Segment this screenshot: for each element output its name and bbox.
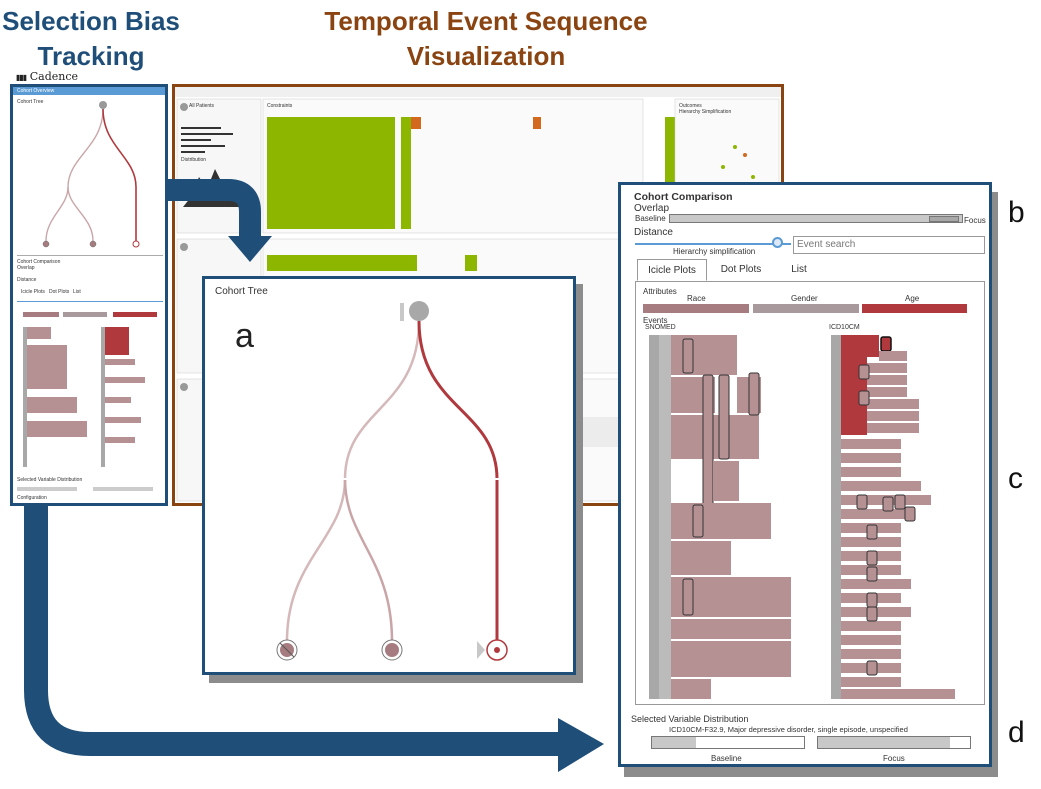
- baseline-distribution-fill: [652, 737, 697, 748]
- race-label: Race: [687, 294, 706, 303]
- focus-distribution-bar: [817, 736, 971, 749]
- icd10cm-icicle-plot: [831, 335, 955, 699]
- tab-icicle-plots[interactable]: Icicle Plots: [637, 259, 707, 281]
- hierarchy-label: Hierarchy simplification: [673, 247, 756, 256]
- thumb-tab-list[interactable]: List: [73, 289, 81, 295]
- distribution-label: Distribution: [181, 157, 207, 163]
- label-d: d: [1008, 716, 1025, 749]
- comparison-title: Cohort Comparison: [634, 191, 733, 203]
- baseline-distribution-bar: [651, 736, 805, 749]
- cohort-tree-title: Cohort Tree: [215, 286, 268, 297]
- bar-chart-icon: ▮▮▮: [16, 73, 27, 82]
- thumb-comparison-title: Cohort Comparison: [17, 259, 61, 265]
- root-node[interactable]: [409, 301, 429, 321]
- root-node-marker: [400, 303, 404, 321]
- tab-list[interactable]: List: [791, 264, 807, 275]
- constraints-title: Constraints: [267, 103, 293, 109]
- cadence-logo: ▮▮▮ Cadence: [16, 70, 78, 83]
- outcomes-title: Outcomes: [679, 103, 702, 109]
- baseline-caption: Baseline: [711, 754, 742, 763]
- thumb-configuration[interactable]: Configuration: [17, 495, 47, 501]
- snomed-label: SNOMED: [645, 324, 676, 331]
- cohort-overview-panel: Cohort Overview Cohort Tree Cohort Compa…: [10, 84, 168, 506]
- thumb-tree-title: Cohort Tree: [17, 99, 44, 105]
- distribution-variable: ICD10CM-F32.9, Major depressive disorder…: [669, 725, 908, 734]
- stats-title: All Patients: [189, 103, 215, 109]
- tree-branch-left: [285, 320, 421, 642]
- thumb-distribution-title: Selected Variable Distribution: [17, 477, 83, 483]
- snomed-icicle-plot: [649, 335, 791, 699]
- overlap-label: Overlap: [634, 203, 670, 214]
- event-search-input[interactable]: Event search: [793, 236, 985, 254]
- attributes-label: Attributes: [643, 287, 677, 296]
- tree-branch-right: [417, 320, 499, 641]
- thumbnail-graphics: [17, 101, 163, 491]
- selection-bias-heading: Selection Bias Tracking: [2, 6, 180, 71]
- temporal-heading: Temporal Event Sequence Visualization: [324, 6, 648, 71]
- thumb-tab-icicle[interactable]: Icicle Plots: [21, 289, 45, 295]
- focus-distribution-fill: [818, 737, 951, 748]
- cohort-tree-panel: Cohort Tree a: [202, 276, 576, 675]
- events-label: Events: [643, 316, 668, 325]
- overlap-focus-segment: [929, 216, 959, 222]
- age-label: Age: [905, 294, 920, 303]
- label-c: c: [1008, 462, 1023, 495]
- gender-label: Gender: [791, 294, 818, 303]
- cohort-tree-graph: [276, 301, 508, 661]
- cohort-comparison-panel: Cohort Comparison Overlap Baseline Focus…: [618, 182, 992, 767]
- label-b: b: [1008, 196, 1025, 229]
- attribute-bar-race[interactable]: [643, 304, 749, 313]
- baseline-label: Baseline: [635, 214, 666, 223]
- distance-slider-knob[interactable]: [772, 237, 783, 248]
- tree-branch-middle: [343, 478, 394, 642]
- hierarchy-label: Hierarchy Simplification: [679, 109, 732, 115]
- thumb-overlap: Overlap: [17, 265, 35, 271]
- attribute-bar-age[interactable]: [862, 304, 967, 313]
- distribution-title: Selected Variable Distribution: [631, 714, 749, 724]
- overlap-bar: [669, 214, 963, 223]
- logo-text: Cadence: [29, 70, 78, 83]
- focus-marker: [477, 641, 485, 659]
- focus-label: Focus: [964, 216, 986, 225]
- thumb-distance: Distance: [17, 277, 37, 283]
- thumb-tab-dot[interactable]: Dot Plots: [49, 289, 70, 295]
- icd10cm-label: ICD10CM: [829, 324, 860, 331]
- distance-label: Distance: [634, 227, 673, 238]
- tab-dot-plots[interactable]: Dot Plots: [720, 264, 762, 275]
- attribute-bar-gender[interactable]: [753, 304, 859, 313]
- icicle-plots-panel: [635, 281, 985, 705]
- window-title: Cohort Overview: [13, 87, 165, 95]
- label-a: a: [235, 317, 254, 355]
- distance-slider-track[interactable]: [635, 243, 785, 245]
- focus-caption: Focus: [883, 754, 905, 763]
